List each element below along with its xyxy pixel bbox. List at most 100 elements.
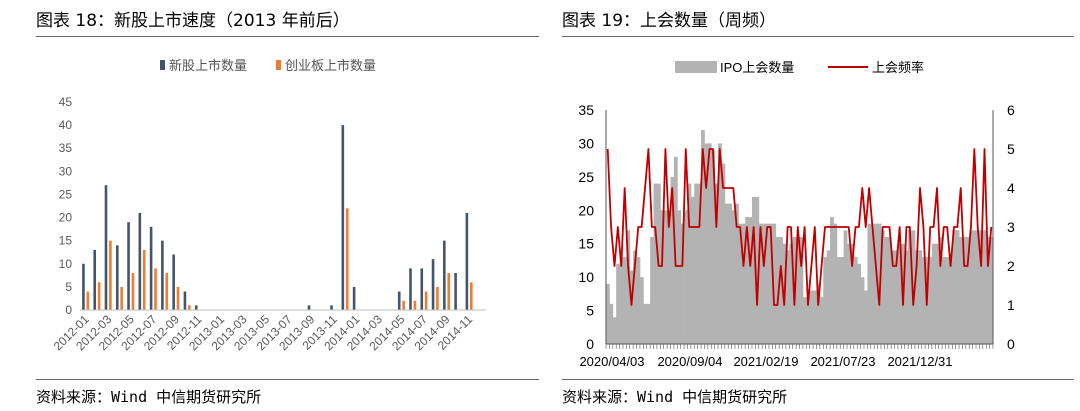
right-bar [942,257,946,344]
left-bar-gem [436,286,439,310]
right-x-tick: 2020/04/03 [579,354,644,369]
right-bar [663,210,668,344]
right-bar [768,223,773,344]
left-bar-gem [86,291,90,310]
right-bar [989,237,994,344]
right-bar [891,250,895,344]
left-bar-ipo [443,240,446,310]
right-bar [864,290,868,344]
right-bar [911,230,916,344]
right-y-left-tick: 0 [586,336,594,352]
right-y-right-tick: 5 [1007,141,1015,157]
left-title-rule [36,36,539,37]
left-bars [82,125,473,310]
left-x-axis: 2012-012012-032012-052012-072012-092012-… [51,309,486,353]
left-bar-gem [97,282,101,310]
left-bar-ipo [420,268,424,310]
right-y-left-tick: 30 [578,135,594,151]
right-bar [650,237,654,344]
left-bar-gem [120,286,123,310]
right-bar [677,210,682,344]
right-bar [843,230,848,344]
left-bar-gem [142,249,146,310]
right-bar [816,283,821,344]
left-bar-ipo [115,245,119,310]
left-bar-ipo [127,222,130,310]
left-bar-ipo [409,268,412,310]
right-bar [887,237,892,344]
right-bar [626,230,631,344]
left-legend-label-0: 新股上市数量 [169,58,247,73]
right-legend: IPO上会数量 上会频率 [675,60,924,75]
right-bar [918,250,923,344]
left-legend-label-1: 创业板上市数量 [285,58,376,73]
right-source-rule [562,379,1074,380]
right-bar [643,303,648,344]
right-bar [870,223,875,344]
right-bar [826,250,831,344]
left-bar-ipo [454,273,457,310]
right-bars [606,130,994,344]
right-y-left-tick: 15 [578,236,594,252]
right-bar [857,263,862,344]
right-x-tick: 2020/09/04 [657,354,722,369]
right-bar [619,257,624,344]
right-bar [629,270,634,344]
right-bar [969,230,974,344]
left-bar-gem [188,305,191,310]
right-source-note: 资料来源：Wind 中信期货研究所 [562,388,788,406]
right-bar [796,237,800,344]
right-y-right-tick: 6 [1007,102,1015,118]
right-legend-swatch-bars [675,61,717,73]
right-bar [830,216,834,344]
right-bar [976,230,980,344]
right-bar [745,216,749,344]
right-bar [612,317,617,344]
right-line-path [606,148,993,306]
right-bar [945,257,950,344]
right-bar [646,303,651,344]
left-chart: 新股上市数量 创业板上市数量 0 5 10 15 20 25 30 35 40 45 2012-01… [51,58,486,353]
right-bar [606,283,610,344]
right-bar [819,297,824,344]
right-bar [680,223,685,344]
left-bar-ipo [194,305,198,310]
right-bar [711,150,716,344]
right-bar [823,257,828,344]
right-bar [914,250,919,344]
right-chart: IPO上会数量 上会频率 0 5 10 15 20 25 30 35 0 1 2 3 4 5 6 2020/04… [578,60,1015,369]
right-bar [633,250,637,344]
right-bar [921,257,926,344]
right-bar [670,176,675,344]
right-bar [840,257,845,344]
right-bar [860,277,865,344]
right-y-left-tick: 20 [578,202,594,218]
right-bar [622,257,627,344]
right-title-rule [562,36,1074,37]
left-source-note: 资料来源：Wind 中信期货研究所 [36,388,262,406]
left-bar-gem [447,273,451,310]
left-bar-gem [469,282,473,310]
left-y-tick: 30 [59,164,73,178]
right-bar [979,230,984,344]
right-bar [707,143,712,344]
right-bar [880,230,885,344]
left-bar-gem [424,291,428,310]
right-bar [738,223,743,344]
left-bar-ipo [465,212,469,310]
right-bar [813,290,817,344]
left-y-tick: 10 [59,257,73,271]
right-line [606,148,993,306]
right-bar [965,237,970,344]
right-y-right-tick: 0 [1007,336,1015,352]
right-bar [748,216,753,344]
left-bar-ipo [82,263,85,310]
left-source-rule [36,379,539,380]
right-bar [751,196,756,344]
right-bar [931,243,936,344]
right-bar [694,183,699,344]
left-bar-ipo [352,286,356,310]
left-y-tick: 0 [65,303,72,317]
right-bar [938,237,943,344]
right-bar [701,130,705,344]
